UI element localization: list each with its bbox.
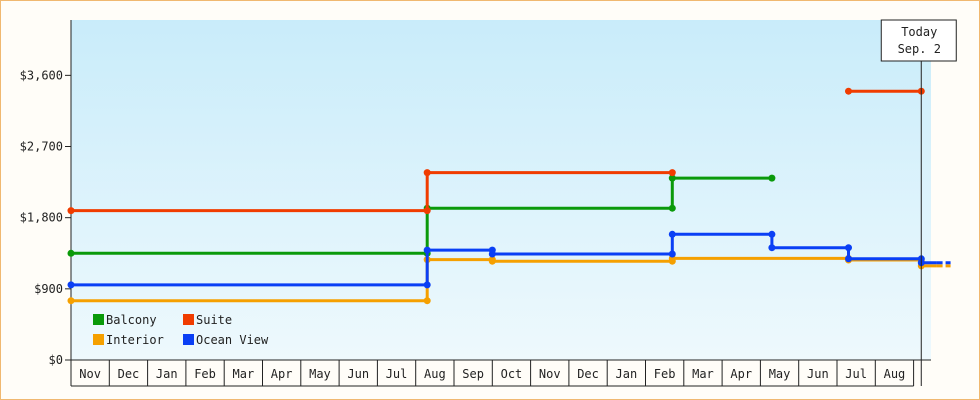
balcony-data-point [668,204,676,212]
ocean-view-data-point [768,230,776,238]
x-tick-label: Apr [730,367,752,381]
x-tick-label: Dec [118,367,140,381]
y-tick-label: $3,600 [20,68,63,82]
ocean-view-data-point [845,255,852,263]
legend-swatch [93,334,104,345]
today-label: Today [901,25,937,39]
x-tick-label: May [769,367,791,381]
legend-label: Suite [196,313,232,327]
x-tick-label: Jan [616,367,638,381]
today-date: Sep. 2 [898,42,941,56]
x-tick-label: Feb [654,367,676,381]
ocean-view-data-point [668,250,676,258]
legend-swatch [93,314,104,325]
interior-data-point [423,297,431,305]
plot-area [71,20,931,360]
x-tick-label: May [309,367,331,381]
ocean-view-data-point [423,281,431,289]
ocean-view-data-point [67,281,75,289]
x-tick-label: Jul [845,367,867,381]
x-tick-label: Jun [807,367,829,381]
x-tick-label: Jul [386,367,408,381]
suite-data-point [845,87,852,95]
x-tick-label: Sep [462,367,484,381]
x-tick-label: Jun [347,367,369,381]
suite-data-point [423,169,431,177]
ocean-view-series-line [71,232,937,287]
ocean-view-data-point [768,244,776,252]
ocean-view-data-point [488,250,496,258]
balcony-data-point [768,174,776,182]
legend-label: Interior [106,333,164,347]
interior-data-point [488,257,496,265]
suite-data-point [423,207,431,215]
legend-label: Ocean View [196,333,269,347]
suite-series-line [71,171,673,213]
legend-swatch [183,314,194,325]
x-tick-label: Mar [692,367,714,381]
y-tick-label: $900 [34,282,63,296]
x-tick-label: Dec [577,367,599,381]
interior-data-point [67,297,75,305]
balcony-data-point [67,249,75,257]
ocean-view-data-point [845,244,852,252]
x-tick-label: Oct [501,367,523,381]
x-tick-label: Feb [194,367,216,381]
x-tick-label: Nov [79,367,101,381]
y-tick-label: $0 [49,353,63,367]
balcony-data-point [668,174,676,182]
x-tick-label: Aug [424,367,446,381]
y-tick-label: $2,700 [20,140,63,154]
x-tick-label: Jan [156,367,178,381]
ocean-view-data-point [668,230,676,238]
x-tick-label: Nov [539,367,561,381]
today-box [880,19,957,62]
suite-data-point [67,207,75,215]
legend-label: Balcony [106,313,157,327]
balcony-series-line [71,176,772,255]
suite-data-point [668,169,676,177]
legend-swatch [183,334,194,345]
x-tick-label: Apr [271,367,293,381]
x-tick-label: Aug [884,367,906,381]
x-tick-label: Mar [233,367,255,381]
y-tick-label: $1,800 [20,211,63,225]
ocean-view-data-point [423,246,431,254]
